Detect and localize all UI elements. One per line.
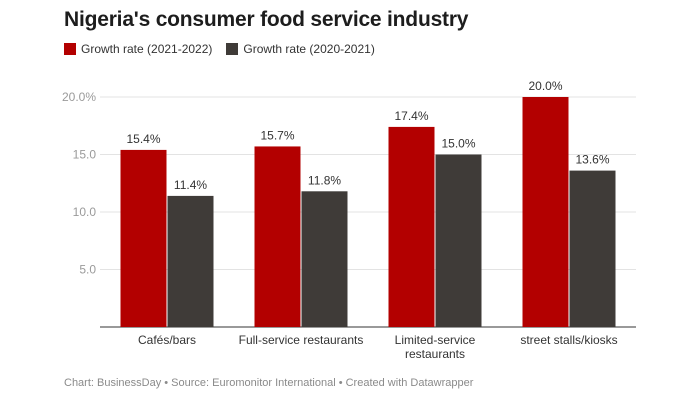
x-tick-label: restaurants: [405, 347, 465, 361]
bar: [301, 191, 348, 327]
data-label: 17.4%: [394, 109, 428, 123]
data-label: 15.4%: [126, 132, 160, 146]
chart-footer: Chart: BusinessDay • Source: Euromonitor…: [64, 377, 474, 389]
legend-item-2020-2021: Growth rate (2020-2021): [226, 42, 375, 56]
bar: [167, 195, 214, 327]
x-tick-label: street stalls/kiosks: [520, 333, 617, 347]
legend-swatch-2020-2021: [226, 43, 239, 55]
chart-title: Nigeria's consumer food service industry: [64, 8, 469, 31]
bar: [522, 97, 569, 327]
legend-label-2020-2021: Growth rate (2020-2021): [243, 42, 375, 56]
data-label: 15.0%: [441, 137, 475, 151]
x-tick-label: Cafés/bars: [138, 333, 196, 347]
legend-item-2021-2022: Growth rate (2021-2022): [64, 42, 212, 56]
legend: Growth rate (2021-2022) Growth rate (202…: [64, 42, 375, 56]
x-tick-label: Full-service restaurants: [239, 333, 364, 347]
bar: [388, 126, 435, 328]
legend-label-2021-2022: Growth rate (2021-2022): [81, 42, 213, 56]
data-label: 11.8%: [308, 173, 341, 187]
bar: [569, 170, 616, 327]
data-label: 15.7%: [260, 128, 294, 142]
y-tick-label: 20.0%: [62, 90, 96, 104]
legend-swatch-2021-2022: [64, 43, 76, 55]
bar: [435, 154, 482, 327]
data-label: 11.4%: [174, 178, 207, 192]
data-label: 13.6%: [575, 153, 609, 167]
y-tick-label: 10.0: [73, 205, 97, 219]
x-tick-label: Limited-service: [395, 333, 476, 347]
y-tick-label: 15.0: [73, 148, 97, 162]
bar: [254, 146, 301, 327]
data-label: 20.0%: [528, 79, 562, 93]
y-tick-label: 5.0: [79, 263, 96, 277]
bar: [120, 149, 167, 327]
